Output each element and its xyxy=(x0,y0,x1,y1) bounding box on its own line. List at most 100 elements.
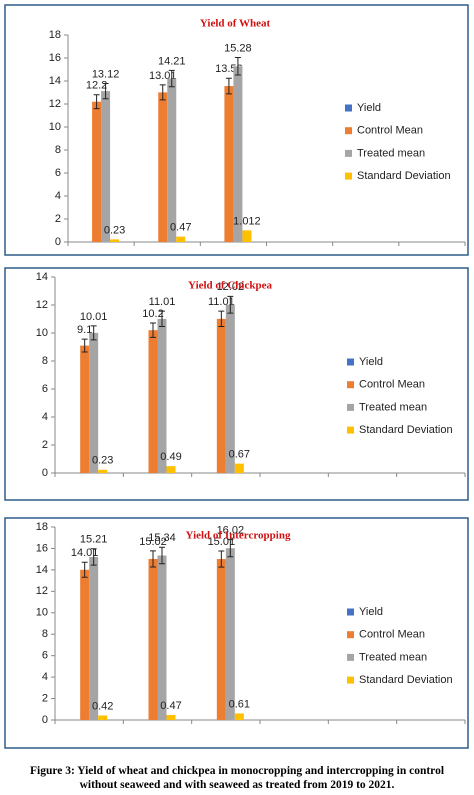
error-bar xyxy=(102,83,109,100)
y-tick-label: 6 xyxy=(55,167,61,179)
y-tick-label: 16 xyxy=(49,52,61,64)
bar xyxy=(80,345,90,473)
bar xyxy=(167,78,177,243)
legend-label: Treated mean xyxy=(359,401,427,413)
bar xyxy=(98,715,108,720)
data-label: 0.47 xyxy=(170,222,191,234)
error-bar xyxy=(159,310,165,328)
data-label: 0.47 xyxy=(160,700,181,712)
legend-swatch xyxy=(347,403,354,411)
y-tick-label: 0 xyxy=(42,714,48,726)
data-label: 15.21 xyxy=(80,534,108,546)
y-tick-label: 14 xyxy=(36,271,48,283)
y-tick-label: 12 xyxy=(36,585,48,597)
bar xyxy=(101,91,111,243)
y-tick-label: 12 xyxy=(49,98,61,110)
chart-frame xyxy=(4,267,469,501)
legend-swatch xyxy=(347,358,354,366)
bar xyxy=(92,101,102,242)
data-label: 0.49 xyxy=(160,451,181,463)
bar xyxy=(158,92,168,242)
data-label: 0.61 xyxy=(229,698,250,710)
legend-label: Control Mean xyxy=(357,125,423,137)
legend-label: Treated mean xyxy=(359,651,427,663)
legend-swatch xyxy=(347,653,354,661)
bar xyxy=(216,559,226,720)
bar xyxy=(89,332,99,473)
data-label: 0.42 xyxy=(92,700,113,712)
y-tick-label: 2 xyxy=(55,213,61,225)
error-bar xyxy=(150,550,156,568)
legend-swatch xyxy=(347,631,354,639)
legend-swatch xyxy=(347,381,354,389)
error-bar xyxy=(227,295,234,314)
y-tick-label: 2 xyxy=(42,439,48,451)
y-tick-label: 4 xyxy=(55,190,61,202)
y-tick-label: 14 xyxy=(36,564,48,576)
data-label: 16.02 xyxy=(217,525,245,537)
y-tick-label: 14 xyxy=(49,75,61,87)
data-label: 9.1 xyxy=(77,324,92,336)
data-label: 1.012 xyxy=(233,215,261,227)
bar xyxy=(234,713,244,720)
legend-swatch xyxy=(347,676,354,684)
error-bar xyxy=(218,550,225,568)
data-label: 14.01 xyxy=(71,547,99,559)
bar xyxy=(166,714,176,720)
y-tick-label: 18 xyxy=(36,521,48,533)
data-label: 10.2 xyxy=(142,308,163,320)
bar xyxy=(80,569,90,720)
bar xyxy=(98,469,108,473)
bar xyxy=(148,330,158,473)
legend-label: Control Mean xyxy=(359,379,425,391)
legend-swatch xyxy=(345,127,352,135)
data-label: 0.23 xyxy=(104,224,125,236)
error-bar xyxy=(90,548,97,566)
y-tick-label: 0 xyxy=(55,236,61,248)
error-bar xyxy=(225,77,232,95)
error-bar xyxy=(93,94,100,110)
error-bar xyxy=(159,84,166,101)
legend-label: Standard Deviation xyxy=(359,424,453,436)
error-bar xyxy=(227,539,234,558)
y-tick-label: 2 xyxy=(42,692,48,704)
legend-label: Yield xyxy=(359,356,383,368)
legend-label: Standard Deviation xyxy=(357,170,451,182)
legend-swatch xyxy=(347,608,354,616)
chart-frame xyxy=(4,4,469,256)
data-label: 15.34 xyxy=(148,532,176,544)
bar xyxy=(233,66,243,242)
y-tick-label: 12 xyxy=(36,299,48,311)
error-bar xyxy=(218,310,225,328)
chart-frame xyxy=(4,517,469,749)
legend-label: Yield xyxy=(359,606,383,618)
bar xyxy=(166,466,176,473)
data-label: 0.67 xyxy=(229,449,250,461)
data-label: 15.28 xyxy=(224,42,252,54)
y-tick-label: 4 xyxy=(42,411,48,423)
bar xyxy=(89,556,99,720)
bar xyxy=(234,463,244,473)
y-tick-label: 8 xyxy=(42,355,48,367)
error-bar xyxy=(81,561,88,578)
data-label: 15.02 xyxy=(139,536,167,548)
y-tick-label: 8 xyxy=(55,144,61,156)
chart-title: Yield of Wheat xyxy=(200,18,271,30)
error-bar xyxy=(159,546,165,565)
figure: 02468101214161812.213.0113.5613.1214.211… xyxy=(4,4,469,749)
bar xyxy=(216,318,226,473)
legend-label: Control Mean xyxy=(359,629,425,641)
y-tick-label: 6 xyxy=(42,383,48,395)
data-label: 11.01 xyxy=(149,296,176,308)
y-tick-label: 6 xyxy=(42,650,48,662)
chart-title: Yield of Intercropping xyxy=(186,530,291,542)
bar xyxy=(176,236,186,242)
legend-swatch xyxy=(345,172,352,180)
error-bar xyxy=(81,338,88,353)
data-label: 0.23 xyxy=(92,455,113,467)
chart-title: Yield of Chickpea xyxy=(188,280,272,292)
bar xyxy=(225,548,235,720)
error-bar xyxy=(90,325,97,341)
legend-swatch xyxy=(345,104,352,112)
y-tick-label: 18 xyxy=(49,29,61,41)
